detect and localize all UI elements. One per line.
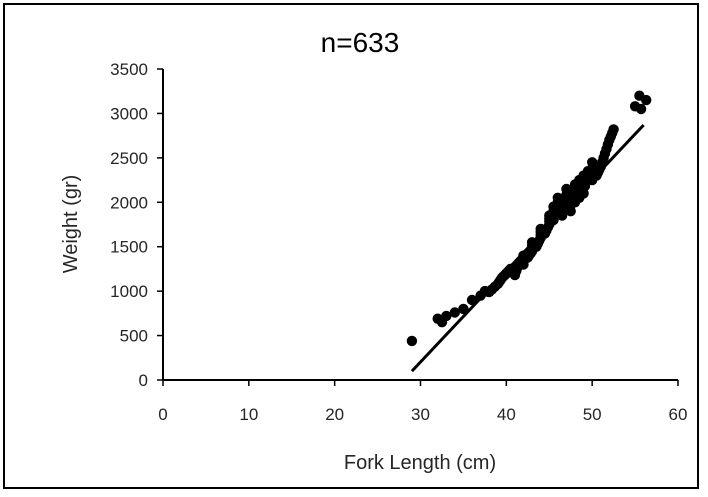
x-tick-label: 10	[239, 405, 258, 424]
x-tick-label: 0	[158, 405, 167, 424]
data-point	[598, 152, 609, 164]
x-tick-label: 50	[583, 405, 602, 424]
y-tick-label: 500	[120, 327, 148, 346]
y-tick-label: 1000	[110, 282, 148, 301]
chart-title: n=633	[321, 27, 400, 58]
y-tick-label: 0	[139, 371, 148, 390]
data-point	[607, 127, 618, 139]
y-axis-title: Weight (gr)	[60, 175, 82, 274]
trendline-group	[410, 123, 645, 373]
x-tick-label: 60	[669, 405, 688, 424]
trendline	[410, 123, 645, 373]
data-points	[406, 90, 652, 347]
y-tick-label: 3000	[110, 104, 148, 123]
data-point	[602, 139, 614, 150]
y-tick-label: 2500	[110, 149, 148, 168]
data-point	[441, 310, 452, 322]
chart-frame	[3, 3, 699, 489]
data-point	[406, 335, 418, 347]
data-point	[449, 307, 460, 318]
y-tick-label: 3500	[110, 60, 148, 79]
data-point	[635, 103, 647, 115]
y-tick-label: 1500	[110, 238, 148, 257]
data-point	[641, 94, 652, 106]
x-tick-label: 30	[411, 405, 430, 424]
x-axis-title: Fork Length (cm)	[344, 452, 496, 474]
x-tick-label: 40	[497, 405, 516, 424]
x-tick-label: 20	[325, 405, 344, 424]
axes: 0 500 1000 1500 2000 2500 3000 3500 0 10 20 30 40 50 6…	[110, 60, 687, 424]
y-tick-label: 2000	[110, 193, 148, 212]
